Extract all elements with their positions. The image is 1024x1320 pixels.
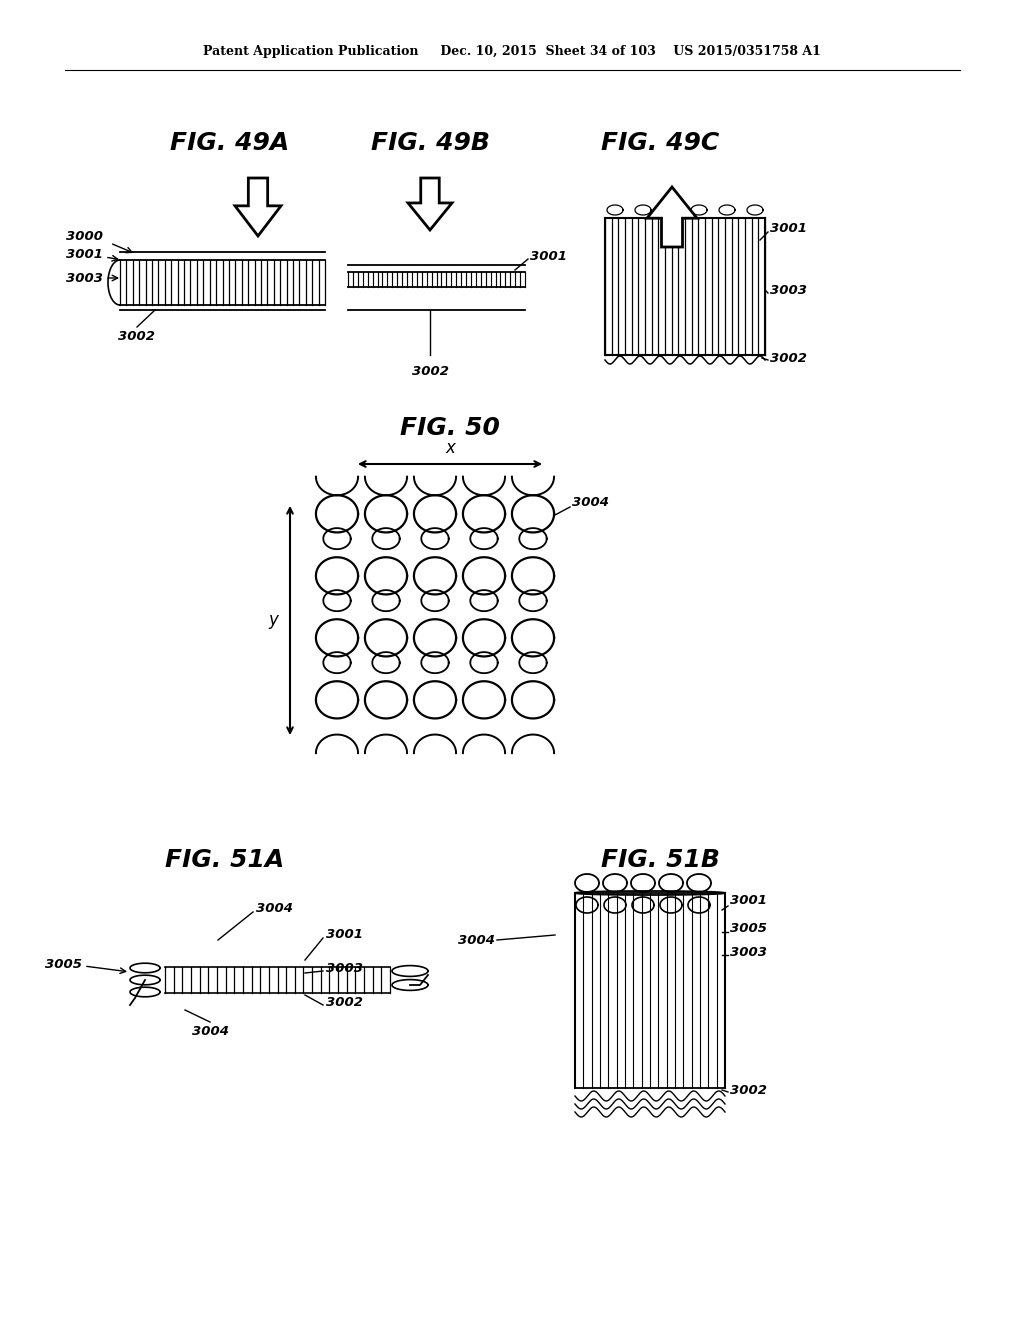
Polygon shape [408,178,452,230]
Text: FIG. 49C: FIG. 49C [601,131,719,154]
Text: FIG. 49A: FIG. 49A [170,131,290,154]
Text: FIG. 51B: FIG. 51B [600,847,720,873]
Text: 3003: 3003 [326,961,362,974]
Text: 3003: 3003 [66,272,103,285]
Text: 3001: 3001 [730,894,767,907]
Text: 3002: 3002 [412,366,449,378]
Text: 3003: 3003 [770,284,807,297]
Text: 3002: 3002 [326,995,362,1008]
Text: 3000: 3000 [66,231,103,243]
Text: 3005: 3005 [45,958,82,972]
Text: 3004: 3004 [572,496,609,510]
Text: FIG. 49B: FIG. 49B [371,131,489,154]
Text: 3002: 3002 [730,1084,767,1097]
Text: 3001: 3001 [66,248,103,261]
Text: 3003: 3003 [730,945,767,958]
Polygon shape [647,187,697,247]
Polygon shape [234,178,281,236]
Text: 3004: 3004 [191,1026,228,1038]
Text: 3004: 3004 [458,933,495,946]
Text: 3001: 3001 [770,222,807,235]
Text: 3001: 3001 [530,249,567,263]
Text: Patent Application Publication     Dec. 10, 2015  Sheet 34 of 103    US 2015/035: Patent Application Publication Dec. 10, … [203,45,821,58]
Text: FIG. 51A: FIG. 51A [165,847,285,873]
Text: FIG. 50: FIG. 50 [400,416,500,440]
Text: 3005: 3005 [730,921,767,935]
Text: 3002: 3002 [770,351,807,364]
Text: 3002: 3002 [119,330,156,343]
Text: 3001: 3001 [326,928,362,941]
Text: x: x [445,440,455,457]
Text: 3004: 3004 [256,902,293,915]
Text: y: y [268,611,278,630]
